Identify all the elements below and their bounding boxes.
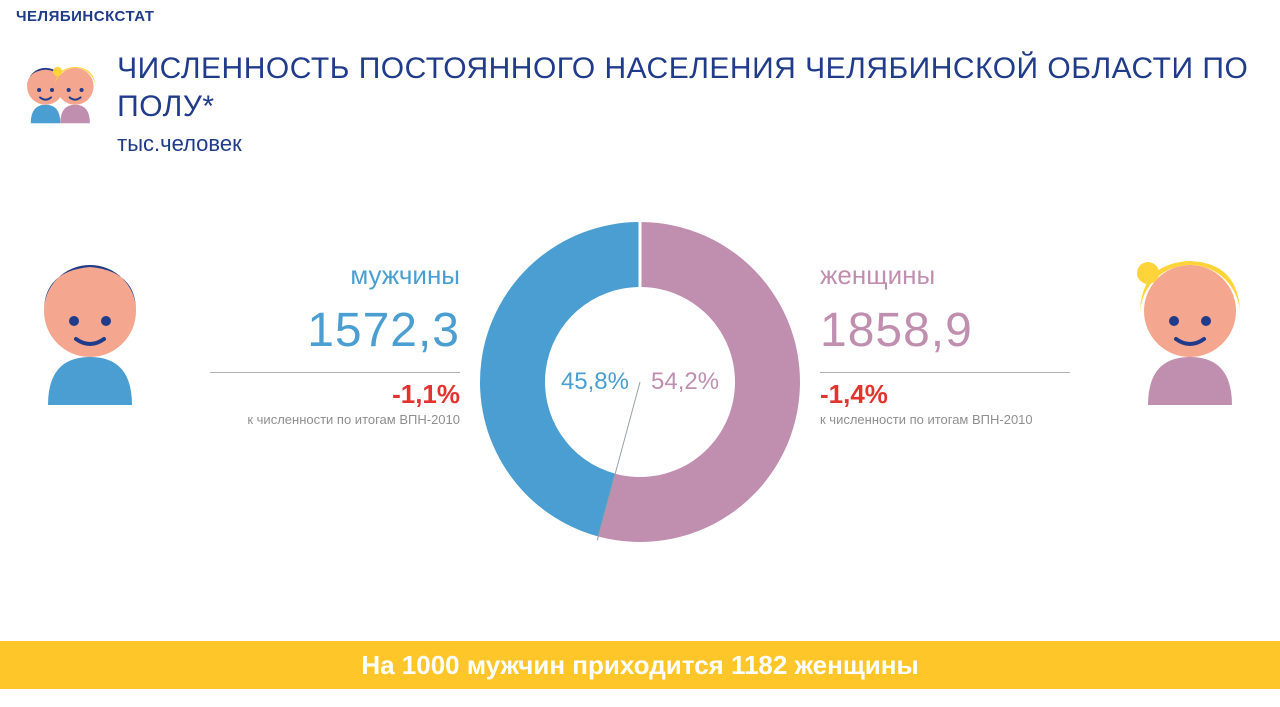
women-value: 1858,9 <box>820 303 1110 358</box>
women-delta: -1,4% <box>820 379 1070 410</box>
woman-avatar-icon <box>1130 245 1250 405</box>
divider <box>820 372 1070 373</box>
men-note: к численности по итогам ВПН-2010 <box>210 412 460 427</box>
org-label: ЧЕЛЯБИНСКСТАТ <box>16 8 154 25</box>
men-delta: -1,1% <box>210 379 460 410</box>
page-subtitle: тыс.человек <box>117 131 1260 157</box>
main-area: мужчины 1572,3 -1,1% к численности по ит… <box>0 180 1280 600</box>
header: ЧИСЛЕННОСТЬ ПОСТОЯННОГО НАСЕЛЕНИЯ ЧЕЛЯБИ… <box>16 50 1260 157</box>
man-avatar-icon <box>30 245 150 405</box>
donut-women-pct: 54,2% <box>651 368 719 396</box>
divider <box>210 372 460 373</box>
header-avatars-icon <box>16 50 99 130</box>
women-panel: женщины 1858,9 -1,4% к численности по ит… <box>810 260 1110 427</box>
men-label: мужчины <box>170 260 460 291</box>
men-value: 1572,3 <box>170 303 460 358</box>
donut-men-pct: 45,8% <box>561 368 629 396</box>
page-title: ЧИСЛЕННОСТЬ ПОСТОЯННОГО НАСЕЛЕНИЯ ЧЕЛЯБИ… <box>117 50 1260 125</box>
women-note: к численности по итогам ВПН-2010 <box>820 412 1070 427</box>
women-label: женщины <box>820 260 1110 291</box>
men-panel: мужчины 1572,3 -1,1% к численности по ит… <box>170 260 470 427</box>
footer-bar: На 1000 мужчин приходится 1182 женщины <box>0 641 1280 689</box>
donut-chart: 45,8% 54,2% <box>470 212 810 552</box>
